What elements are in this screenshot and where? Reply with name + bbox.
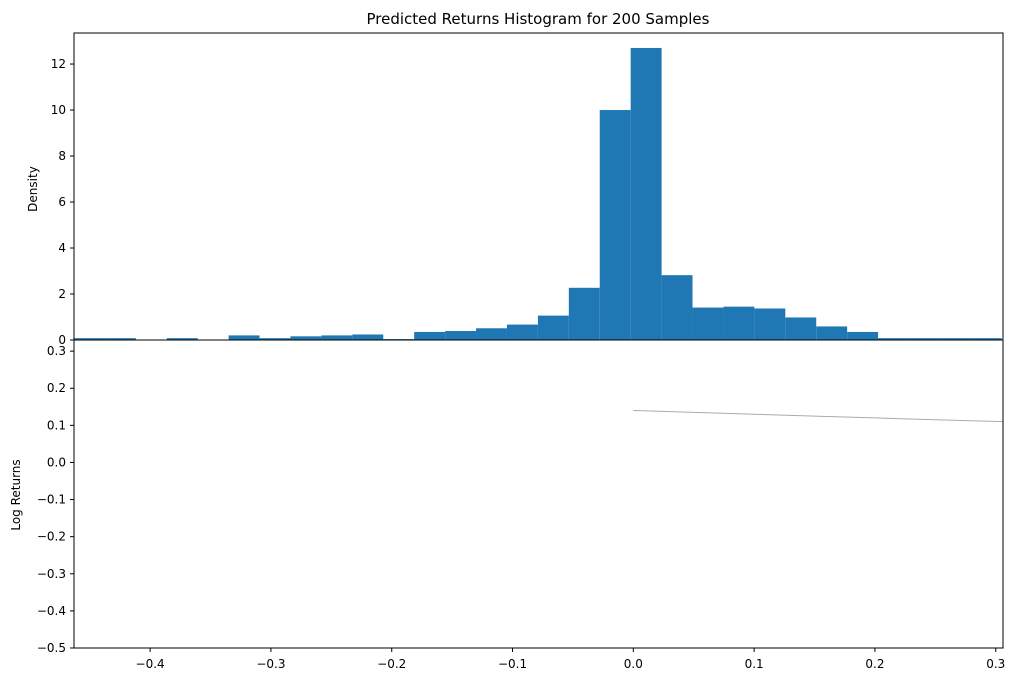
x-axis-ticks: −0.4 −0.3 −0.2 −0.1 0.0 0.1 0.2 0.3 (136, 648, 1005, 671)
histogram-y-tick-label-6: 12 (51, 57, 66, 71)
log-returns-y-tick-label-8: 0.3 (47, 344, 66, 358)
log-returns-y-tick-label-7: 0.2 (47, 381, 66, 395)
x-tick-label-7: 0.3 (986, 657, 1005, 671)
histogram-bar-0 (74, 338, 105, 340)
histogram-y-tick-label-0: 0 (58, 333, 66, 347)
histogram-y-tick-label-4: 8 (58, 149, 66, 163)
x-tick-label-2: −0.2 (377, 657, 406, 671)
chart-title: Predicted Returns Histogram for 200 Samp… (367, 10, 710, 28)
histogram-y-tick-label-1: 2 (58, 287, 66, 301)
log-returns-y-axis-label: Log Returns (9, 459, 23, 530)
log-returns-y-tick-label-3: −0.2 (37, 530, 66, 544)
histogram-bar-14 (506, 324, 538, 340)
histogram-y-ticks: 0 2 4 6 8 10 12 (51, 57, 74, 347)
histogram-bar-22 (754, 308, 786, 340)
log-returns-y-tick-label-2: −0.3 (37, 567, 66, 581)
histogram-bar-18 (630, 47, 662, 340)
histogram-bar-11 (414, 331, 446, 340)
log-returns-y-tick-label-1: −0.4 (37, 604, 66, 618)
histogram-bar-23 (785, 317, 817, 340)
histogram-bar-27 (909, 338, 940, 340)
histogram-bar-5 (228, 335, 260, 340)
histogram-bar-28 (939, 338, 971, 340)
histogram-bar-15 (537, 315, 569, 340)
log-returns-y-tick-label-0: −0.5 (37, 641, 66, 655)
x-tick-label-0: −0.4 (136, 657, 165, 671)
x-tick-label-6: 0.2 (865, 657, 884, 671)
histogram-y-tick-label-2: 4 (58, 241, 66, 255)
x-tick-label-3: −0.1 (498, 657, 527, 671)
log-returns-y-tick-label-6: 0.1 (47, 418, 66, 432)
log-returns-y-tick-label-5: 0.0 (47, 455, 66, 469)
histogram-bar-12 (445, 331, 477, 340)
histogram-bar-7 (290, 336, 322, 340)
histogram-bar-21 (723, 306, 755, 340)
histogram-bar-3 (166, 338, 198, 340)
histogram-bar-1 (104, 338, 136, 340)
histogram-bar-6 (259, 338, 291, 340)
log-returns-series (633, 410, 1004, 423)
x-tick-label-4: 0.0 (624, 657, 643, 671)
histogram-bars (74, 47, 1002, 341)
log-returns-y-ticks: −0.5 −0.4 −0.3 −0.2 −0.1 0.0 0.1 0.2 0.3 (37, 344, 74, 655)
log-returns-line-0 (633, 410, 1004, 423)
histogram-bar-26 (878, 338, 910, 340)
log-returns-plot-frame (73, 339, 1004, 649)
histogram-bar-24 (816, 326, 848, 340)
histogram-bar-25 (847, 331, 879, 340)
histogram-y-tick-label-5: 10 (51, 103, 66, 117)
histogram-bar-9 (352, 334, 384, 340)
histogram-bar-17 (599, 110, 631, 341)
histogram-bar-16 (568, 287, 600, 340)
x-tick-label-5: 0.1 (745, 657, 764, 671)
x-tick-label-1: −0.3 (256, 657, 285, 671)
histogram-y-axis-label: Density (26, 166, 40, 212)
histogram-bar-8 (321, 335, 353, 340)
histogram-bar-19 (661, 275, 693, 340)
histogram-bar-13 (476, 328, 507, 340)
histogram-plot-frame (73, 32, 1004, 341)
log-returns-y-tick-label-4: −0.1 (37, 493, 66, 507)
histogram-bar-20 (692, 307, 724, 340)
histogram-bar-29 (970, 338, 1002, 340)
histogram-y-tick-label-3: 6 (58, 195, 66, 209)
